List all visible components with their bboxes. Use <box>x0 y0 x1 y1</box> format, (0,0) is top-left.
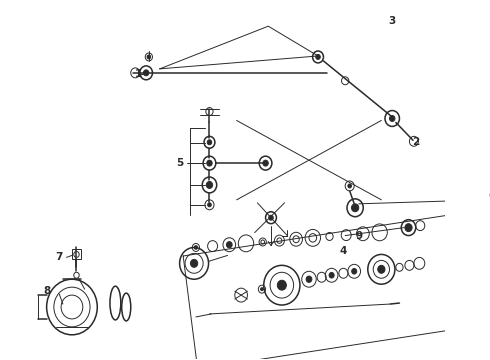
Bar <box>72 249 81 260</box>
Circle shape <box>194 246 197 249</box>
Circle shape <box>226 242 232 248</box>
Text: 8: 8 <box>43 286 50 296</box>
Circle shape <box>405 224 412 231</box>
Circle shape <box>316 54 320 59</box>
Text: 1: 1 <box>135 69 143 79</box>
Circle shape <box>351 204 359 212</box>
Text: 9: 9 <box>355 230 362 240</box>
Circle shape <box>390 116 395 121</box>
Circle shape <box>206 181 213 188</box>
Circle shape <box>329 273 334 278</box>
Circle shape <box>207 160 212 166</box>
Circle shape <box>348 184 351 188</box>
Circle shape <box>263 160 268 166</box>
Text: 4: 4 <box>340 247 347 256</box>
Text: 6: 6 <box>488 191 490 201</box>
Circle shape <box>207 140 212 145</box>
Circle shape <box>191 260 197 267</box>
Circle shape <box>378 265 385 273</box>
Circle shape <box>261 288 263 291</box>
Circle shape <box>306 276 312 282</box>
Circle shape <box>147 55 150 59</box>
Circle shape <box>352 269 357 274</box>
Text: 5: 5 <box>176 158 183 168</box>
Text: 7: 7 <box>55 252 63 262</box>
Text: 3: 3 <box>389 16 396 26</box>
Circle shape <box>144 70 149 76</box>
Text: 2: 2 <box>412 137 419 147</box>
Circle shape <box>277 280 286 290</box>
Circle shape <box>208 203 211 207</box>
Circle shape <box>269 215 273 220</box>
